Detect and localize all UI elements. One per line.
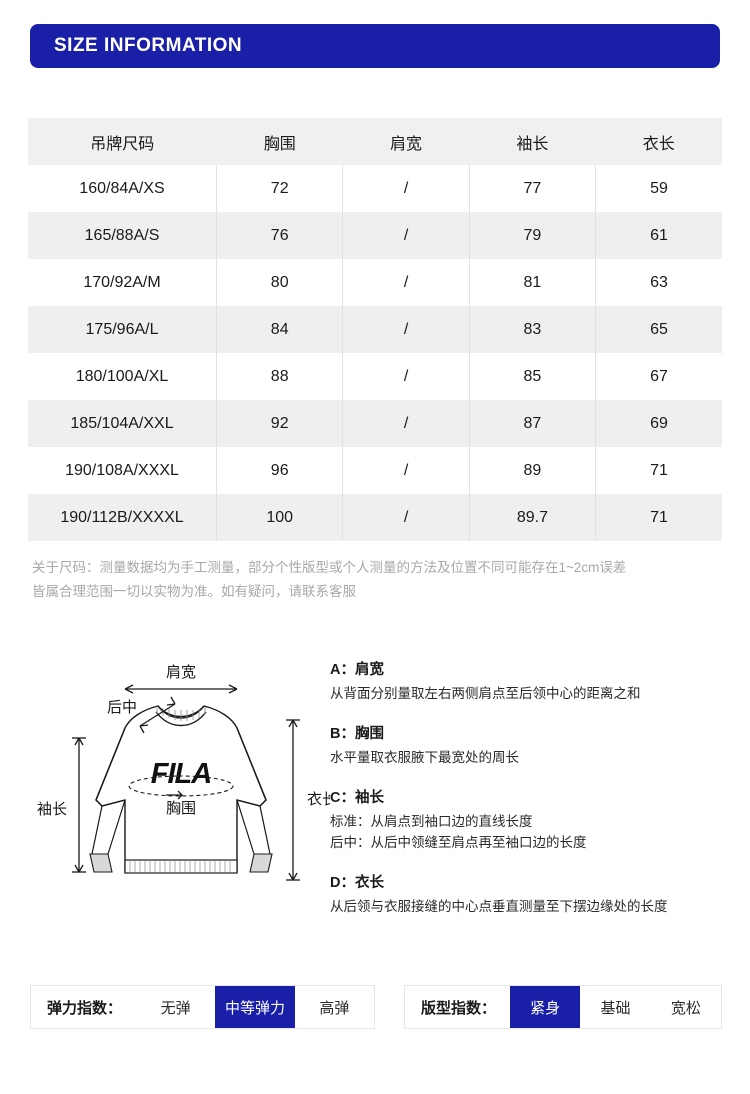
label-back-center: 后中 <box>107 699 137 716</box>
cell-sleeve: 81 <box>469 259 597 306</box>
label-bust: 胸围 <box>166 800 196 817</box>
table-row: 160/84A/XS 72/77 59 <box>28 165 722 212</box>
elasticity-index-label: 弹力指数： <box>47 999 123 1017</box>
cell-sleeve: 85 <box>469 353 597 400</box>
column-header-shoulder: 肩宽 <box>342 118 470 165</box>
measurement-instructions: A：肩宽 从背面分别量取左右两侧肩点至后领中心的距离之和 B：胸围 水平量取衣服… <box>330 658 730 935</box>
disclaimer-line-1: 关于尺码：测量数据均为手工测量，部分个性版型或个人测量的方法及位置不同可能存在1… <box>32 560 627 575</box>
guide-desc-b: 水平量取衣服腋下最宽处的周长 <box>330 749 519 765</box>
sweatshirt-illustration: FILA <box>37 664 337 881</box>
disclaimer-line-2: 皆属合理范围一切以实物为准。如有疑问，请联系客服 <box>32 583 356 599</box>
fit-option[interactable]: 基础 <box>600 999 631 1017</box>
fit-option[interactable]: 宽松 <box>670 999 701 1017</box>
fit-option[interactable]: 紧身 <box>510 986 581 1028</box>
label-garment-length: 衣长 <box>307 791 330 808</box>
cell-bust: 100 <box>216 494 344 541</box>
label-sleeve-length: 袖长 <box>37 801 67 818</box>
cell-length: 59 <box>650 179 668 197</box>
cell-shoulder: / <box>342 494 470 541</box>
cell-bust: 92 <box>216 400 344 447</box>
cell-bust: 72 <box>216 165 344 212</box>
table-row: 190/112B/XXXXL 100/89.7 71 <box>28 494 722 541</box>
cell-size: 160/84A/XS <box>28 165 218 212</box>
cell-sleeve: 89.7 <box>469 494 597 541</box>
fit-options: 紧身 基础 宽松 <box>510 986 721 1028</box>
cell-bust: 96 <box>216 447 344 494</box>
table-header-row: 吊牌尺码 胸围 肩宽 袖长 衣长 <box>28 118 722 165</box>
guide-item-shoulder: A：肩宽 从背面分别量取左右两侧肩点至后领中心的距离之和 <box>330 658 730 705</box>
cell-shoulder: / <box>342 165 470 212</box>
cell-shoulder: / <box>342 353 470 400</box>
guide-title-d: D：衣长 <box>330 874 384 891</box>
cell-sleeve: 79 <box>469 212 597 259</box>
guide-item-length: D：衣长 从后领与衣服接缝的中心点垂直测量至下摆边缘处的长度 <box>330 871 730 918</box>
elasticity-option[interactable]: 高弹 <box>319 999 350 1017</box>
cell-size: 180/100A/XL <box>28 353 218 400</box>
elasticity-option[interactable]: 中等弹力 <box>215 986 295 1028</box>
cell-bust: 84 <box>216 306 344 353</box>
cell-size: 185/104A/XXL <box>28 400 218 447</box>
fila-logo: FILA <box>151 758 211 790</box>
cell-sleeve: 87 <box>469 400 597 447</box>
cell-shoulder: / <box>342 259 470 306</box>
elasticity-index-bar: 弹力指数： 无弹 中等弹力 高弹 <box>30 985 375 1029</box>
cell-length: 69 <box>650 414 668 432</box>
table-row: 180/100A/XL 88/85 67 <box>28 353 722 400</box>
cell-sleeve: 83 <box>469 306 597 353</box>
cell-bust: 88 <box>216 353 344 400</box>
column-header-sleeve: 袖长 <box>469 118 596 165</box>
column-header-bust: 胸围 <box>216 118 343 165</box>
cell-length: 67 <box>650 367 668 385</box>
cell-length: 63 <box>650 273 668 291</box>
size-information-banner: SIZE INFORMATION <box>30 24 720 68</box>
page-title: SIZE INFORMATION <box>54 35 243 56</box>
table-row: 190/108A/XXXL 96/89 71 <box>28 447 722 494</box>
table-row: 175/96A/L 84/83 65 <box>28 306 722 353</box>
column-header-length: 衣长 <box>595 118 722 165</box>
guide-title-c: C：袖长 <box>330 789 384 806</box>
cell-shoulder: / <box>342 400 470 447</box>
guide-title-b: B：胸围 <box>330 725 384 742</box>
table-row: 185/104A/XXL 92/87 69 <box>28 400 722 447</box>
cell-length: 71 <box>650 461 668 479</box>
cell-size: 190/112B/XXXXL <box>28 494 218 541</box>
guide-desc-a: 从背面分别量取左右两侧肩点至后领中心的距离之和 <box>330 686 641 701</box>
table-row: 165/88A/S 76/79 61 <box>28 212 722 259</box>
guide-item-bust: B：胸围 水平量取衣服腋下最宽处的周长 <box>330 722 730 769</box>
garment-diagram: FILA <box>30 650 337 910</box>
guide-title-a: A：肩宽 <box>330 662 384 678</box>
cell-size: 175/96A/L <box>28 306 218 353</box>
size-chart-table: 吊牌尺码 胸围 肩宽 袖长 衣长 160/84A/XS 72/77 59 165/88… <box>28 118 722 541</box>
cell-sleeve: 89 <box>469 447 597 494</box>
column-header-size: 吊牌尺码 <box>28 118 217 165</box>
cell-length: 61 <box>650 226 668 244</box>
cell-size: 170/92A/M <box>28 259 218 306</box>
cell-shoulder: / <box>342 306 470 353</box>
cell-shoulder: / <box>342 447 470 494</box>
label-shoulder-width: 肩宽 <box>166 664 196 681</box>
guide-item-sleeve: C：袖长 标准：从肩点到袖口边的直线长度 后中：从后中领缝至肩点再至袖口边的长度 <box>330 786 730 854</box>
cell-length: 65 <box>650 320 668 338</box>
table-row: 170/92A/M 80/81 63 <box>28 259 722 306</box>
cell-shoulder: / <box>342 212 470 259</box>
guide-desc-c-standard: 标准：从肩点到袖口边的直线长度 <box>330 813 533 829</box>
cell-bust: 80 <box>216 259 344 306</box>
measurement-disclaimer: 关于尺码：测量数据均为手工测量，部分个性版型或个人测量的方法及位置不同可能存在1… <box>32 556 722 603</box>
elasticity-options: 无弹 中等弹力 高弹 <box>136 986 374 1028</box>
measurement-guide-section: FILA <box>0 650 750 950</box>
cell-size: 165/88A/S <box>28 212 218 259</box>
cell-bust: 76 <box>216 212 344 259</box>
fit-index-label: 版型指数： <box>421 999 497 1017</box>
guide-desc-c-backcenter: 后中：从后中领缝至肩点再至袖口边的长度 <box>330 834 587 850</box>
cell-size: 190/108A/XXXL <box>28 447 218 494</box>
guide-desc-d: 从后领与衣服接缝的中心点垂直测量至下摆边缘处的长度 <box>330 898 668 914</box>
elasticity-option[interactable]: 无弹 <box>160 999 191 1017</box>
cell-sleeve: 77 <box>469 165 597 212</box>
cell-length: 71 <box>650 508 668 526</box>
fit-index-bar: 版型指数： 紧身 基础 宽松 <box>404 985 722 1029</box>
